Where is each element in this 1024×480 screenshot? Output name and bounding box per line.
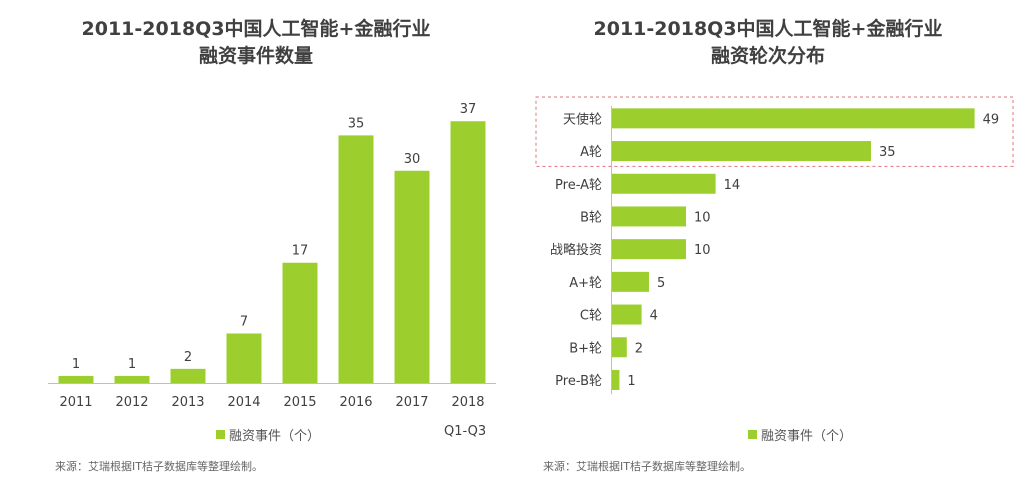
y-tick-label-Pre-B轮: Pre-B轮: [555, 374, 602, 389]
data-label-Pre-B轮: 1: [627, 374, 635, 389]
chart-title: 2011-2018Q3中国人工智能+金融行业 融资事件数量: [0, 16, 512, 70]
bar-2011: [58, 375, 94, 383]
bar-Pre-B轮: [612, 369, 620, 390]
chart-legend: 融资事件（个）: [216, 425, 320, 444]
bar-A+轮: [612, 271, 649, 292]
data-label-2011: 1: [72, 357, 80, 372]
x-tick-label-2015: 2015: [283, 395, 316, 410]
bar-C轮: [612, 304, 642, 325]
y-tick-label-C轮: C轮: [580, 309, 602, 324]
x-tick-label-2012: 2012: [115, 395, 148, 410]
funding-events-bar-chart: 1 2011 1 2012 2 2013 7 2014 17 2015 35 2016 30 2017 37…: [48, 102, 496, 410]
y-tick-label-A轮: A轮: [580, 145, 602, 160]
data-label-A+轮: 5: [657, 276, 665, 291]
y-tick-label-天使轮: 天使轮: [563, 111, 602, 127]
data-label-A轮: 35: [879, 145, 896, 160]
x-tick-label-2017: 2017: [395, 395, 428, 410]
x-category-note: Q1-Q3: [444, 424, 487, 439]
x-tick-label-2013: 2013: [171, 395, 204, 410]
funding-rounds-bar-chart: 49 天使轮 35 A轮 14 Pre-A轮 10 B轮 10 战略投资 5 A+轮 4 C轮 2 B+轮 1 P…: [535, 96, 1014, 395]
chart-title: 2011-2018Q3中国人工智能+金融行业 融资轮次分布: [512, 16, 1024, 70]
chart-title-line-1: 2011-2018Q3中国人工智能+金融行业: [81, 18, 431, 40]
legend-swatch: [216, 430, 225, 439]
bar-2015: [282, 262, 318, 383]
source-note: 来源：艾瑞根据IT桔子数据库等整理绘制。: [55, 460, 263, 473]
y-tick-label-B+轮: B+轮: [569, 341, 602, 356]
chart-title-line-2: 融资轮次分布: [710, 45, 825, 67]
data-label-2016: 35: [348, 116, 365, 131]
bar-2014: [226, 333, 262, 383]
y-tick-label-战略投资: 战略投资: [550, 242, 602, 258]
bar-B+轮: [612, 337, 627, 358]
data-label-天使轮: 49: [983, 112, 1000, 127]
data-label-B+轮: 2: [635, 341, 643, 356]
funding-rounds-chart-panel: 2011-2018Q3中国人工智能+金融行业 融资轮次分布 49 天使轮 35 A轮 1…: [512, 0, 1024, 480]
data-label-2014: 7: [240, 314, 248, 329]
data-label-2013: 2: [184, 350, 192, 365]
chart-title-line-1: 2011-2018Q3中国人工智能+金融行业: [593, 18, 943, 40]
legend-label: 融资事件（个）: [229, 429, 321, 444]
bar-A轮: [612, 141, 871, 162]
data-label-战略投资: 10: [694, 243, 711, 258]
data-label-Pre-A轮: 14: [724, 178, 741, 193]
legend-label: 融资事件（个）: [761, 429, 853, 444]
data-label-2017: 30: [404, 152, 421, 167]
y-tick-label-B轮: B轮: [580, 210, 602, 225]
y-tick-label-A+轮: A+轮: [569, 276, 602, 291]
x-tick-label-2018: 2018: [451, 395, 484, 410]
chart-title-line-2: 融资事件数量: [198, 45, 313, 67]
data-label-2018: 37: [460, 102, 477, 117]
data-label-2015: 17: [292, 244, 309, 259]
bar-2013: [170, 368, 206, 383]
x-tick-label-2014: 2014: [227, 395, 260, 410]
bar-Pre-A轮: [612, 173, 716, 194]
chart-legend: 融资事件（个）: [748, 425, 852, 444]
x-tick-label-2016: 2016: [339, 395, 372, 410]
bar-2017: [394, 170, 430, 383]
data-label-2012: 1: [128, 357, 136, 372]
source-note: 来源：艾瑞根据IT桔子数据库等整理绘制。: [543, 460, 751, 473]
bar-2012: [114, 375, 150, 383]
x-tick-label-2011: 2011: [59, 395, 92, 410]
bar-战略投资: [612, 239, 686, 260]
highlight-box: [535, 96, 1014, 167]
bar-天使轮: [612, 108, 975, 129]
data-label-C轮: 4: [650, 309, 658, 324]
bar-B轮: [612, 206, 686, 227]
funding-events-chart-panel: 2011-2018Q3中国人工智能+金融行业 融资事件数量 1 2011 1 2012…: [0, 16, 512, 473]
y-tick-label-Pre-A轮: Pre-A轮: [555, 178, 602, 193]
legend-swatch: [748, 430, 757, 439]
bar-2016: [338, 135, 374, 383]
data-label-B轮: 10: [694, 210, 711, 225]
bar-2018: [450, 121, 486, 383]
